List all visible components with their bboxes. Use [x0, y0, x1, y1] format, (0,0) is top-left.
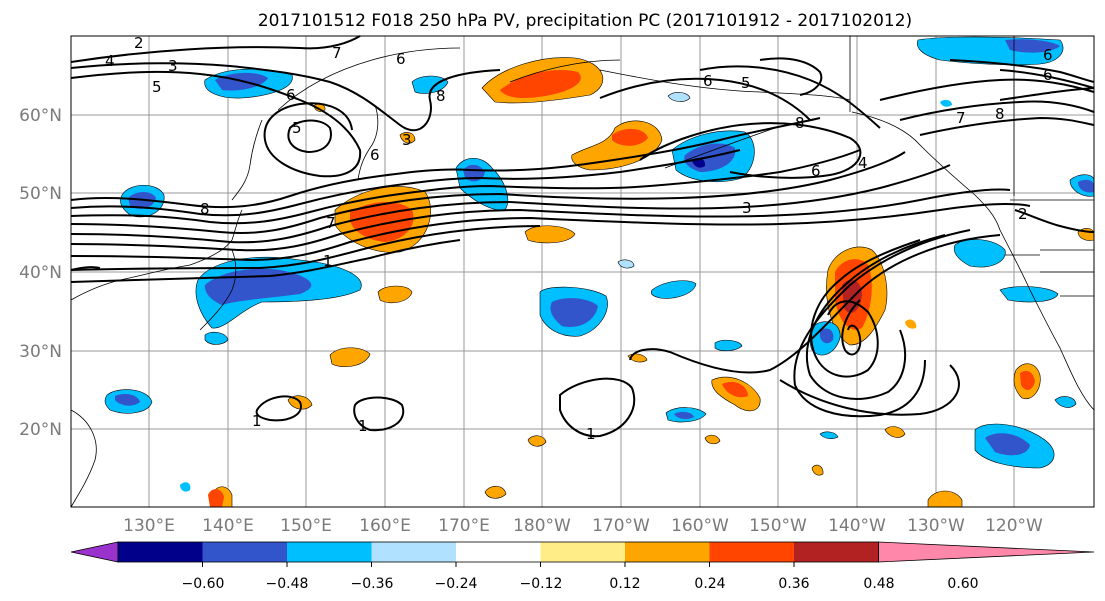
lon-label: 170°E	[438, 516, 490, 536]
contour-label: 5	[292, 119, 302, 137]
pv-contours	[70, 35, 1095, 438]
contour-label: 1	[358, 417, 368, 435]
colorbar-tick-label: −0.48	[266, 576, 309, 592]
colorbar-labels: −0.60 −0.48 −0.36 −0.24 −0.12 0.12 0.24 …	[182, 576, 979, 592]
contour-label: 1	[586, 425, 596, 443]
contour-label: 7	[332, 44, 342, 62]
colorbar-segments	[70, 541, 1095, 563]
colorbar-extend-high	[878, 541, 1095, 563]
colorbar-extend-low	[70, 541, 119, 563]
colorbar-segment	[118, 542, 203, 562]
longitude-labels: 130°E 140°E 150°E 160°E 170°E 180°W 170°…	[123, 516, 1043, 536]
colorbar-segment	[287, 542, 372, 562]
colorbar-tick-label: 0.12	[609, 576, 640, 592]
contour-label: 3	[742, 199, 752, 217]
lon-label: 130°E	[123, 516, 175, 536]
contour-label: 6	[703, 72, 713, 90]
contour-label: 6	[1043, 66, 1053, 84]
lat-label: 20°N	[19, 420, 62, 440]
contour-label: 8	[436, 87, 446, 105]
contour-label: 2	[1018, 205, 1028, 223]
contour-label: 8	[995, 105, 1005, 123]
latitude-labels: 60°N 50°N 40°N 30°N 20°N	[19, 106, 62, 440]
precip-positive-core	[612, 128, 648, 146]
precipitation-shading	[104, 36, 1095, 508]
contour-label: 5	[152, 78, 162, 96]
lon-label: 150°E	[280, 516, 332, 536]
contour-label: 6	[396, 50, 406, 68]
lon-label: 120°W	[985, 516, 1043, 536]
colorbar-frame	[117, 541, 879, 563]
lat-label: 30°N	[19, 342, 62, 362]
precip-negative-core	[985, 433, 1030, 456]
colorbar-tick-label: −0.24	[435, 576, 478, 592]
precip-negative-core	[550, 298, 598, 328]
map-title: 2017101512 F018 250 hPa PV, precipitatio…	[258, 11, 912, 31]
contour-label: 1	[323, 252, 333, 270]
contour-label: 1	[252, 412, 262, 430]
contour-label: 8	[200, 200, 210, 218]
colorbar-tick-label: 0.60	[947, 576, 978, 592]
contour-label: 6	[286, 86, 296, 104]
contour-label: 6	[811, 162, 821, 180]
coastlines	[70, 36, 1095, 508]
colorbar-tick-label: −0.60	[182, 576, 225, 592]
lat-label: 60°N	[19, 106, 62, 126]
precip-positive-core	[1020, 370, 1035, 390]
colorbar: −0.60 −0.48 −0.36 −0.24 −0.12 0.12 0.24 …	[70, 541, 1095, 592]
contour-label: 4	[858, 154, 868, 172]
contour-label: 8	[795, 114, 805, 132]
colorbar-segment	[371, 542, 457, 562]
lat-label: 40°N	[19, 263, 62, 283]
precip-positive-core	[722, 381, 748, 398]
lon-label: 170°W	[592, 516, 650, 536]
lon-label: 130°W	[907, 516, 965, 536]
colorbar-segment	[709, 542, 795, 562]
contour-label: 6	[370, 146, 380, 164]
map-panel: 2 4 3 5 6 7 6 8 5 6 3 8 7 6 5 6 6 7 8 8 …	[70, 34, 1095, 508]
colorbar-segment	[202, 542, 288, 562]
colorbar-tick-label: 0.24	[694, 576, 725, 592]
colorbar-ticks	[202, 562, 795, 567]
lat-label: 50°N	[19, 184, 62, 204]
colorbar-tick-label: −0.12	[520, 576, 563, 592]
colorbar-segment	[456, 542, 541, 562]
lon-label: 140°E	[202, 516, 254, 536]
lon-label: 180°W	[513, 516, 571, 536]
colorbar-tick-label: −0.36	[351, 576, 394, 592]
colorbar-segment	[540, 542, 626, 562]
pv-contour-labels: 2 4 3 5 6 7 6 8 5 6 3 8 7 6 5 6 6 7 8 8 …	[105, 34, 1053, 443]
contour-label: 7	[326, 214, 336, 232]
contour-label: 7	[956, 109, 966, 127]
precip-positive-core	[500, 70, 581, 98]
colorbar-segment	[794, 542, 879, 562]
colorbar-segment	[625, 542, 710, 562]
contour-label: 3	[168, 57, 178, 75]
colorbar-tick-label: 0.48	[863, 576, 894, 592]
contour-label: 4	[105, 52, 115, 70]
map-frame	[70, 35, 1095, 508]
lon-label: 160°E	[359, 516, 411, 536]
lon-label: 140°W	[828, 516, 886, 536]
contour-label: 2	[134, 34, 144, 52]
colorbar-tick-label: 0.36	[778, 576, 809, 592]
contour-label: 6	[1043, 46, 1053, 64]
lon-label: 150°W	[749, 516, 807, 536]
contour-label: 5	[741, 74, 751, 92]
lon-label: 160°W	[671, 516, 729, 536]
contour-label: 3	[402, 131, 412, 149]
